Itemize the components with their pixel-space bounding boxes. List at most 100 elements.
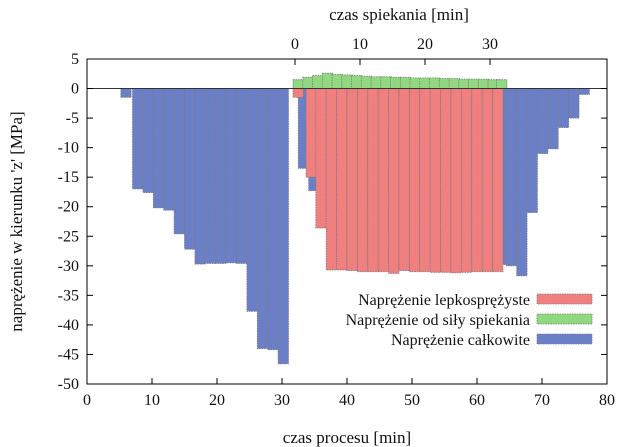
bar-spiek (331, 73, 343, 89)
y-tick-label: 0 (71, 81, 79, 98)
bar-lepko (471, 88, 483, 273)
x2-tick-label: 20 (417, 36, 433, 53)
bar-spiek (351, 75, 363, 89)
x2-axis-label: czas spiekania [min] (329, 5, 469, 24)
bar-spiek (341, 74, 353, 89)
y-tick-label: -25 (58, 228, 79, 245)
bar-lepko (481, 88, 494, 273)
bar-calk (173, 88, 185, 235)
bar-lepko (346, 88, 358, 271)
legend-label-calk: Naprężenie całkowite (391, 332, 530, 349)
bar-lepko (429, 88, 442, 273)
bar-spiek (477, 78, 490, 89)
bar-spiek (419, 77, 431, 89)
bar-lepko (315, 88, 327, 229)
legend-swatch-calk (536, 333, 593, 345)
y-tick-label: -35 (58, 287, 79, 304)
bar-spiek (468, 78, 480, 89)
axes-layer: 50-5-10-15-20-25-30-35-40-45-500 10 20 30 40… (58, 36, 615, 409)
bar-lepko (460, 88, 473, 273)
bar-calk (120, 88, 132, 98)
x-tick-label: 40 (339, 392, 355, 409)
legend-swatch-spiek (536, 313, 593, 325)
bar-lepko (377, 88, 390, 273)
bar-calk (194, 88, 206, 265)
bar-lepko (398, 88, 410, 271)
bar-calk (537, 88, 549, 154)
legend-swatch-lepko (536, 293, 593, 305)
bar-spiek (390, 76, 402, 89)
legend-label-lepko: Naprężenie lepkosprężyste (358, 292, 530, 309)
bar-calk (256, 88, 269, 349)
bar-calk (204, 88, 217, 264)
x-tick-label: 0 (83, 392, 91, 409)
bar-spiek (458, 78, 470, 89)
x-tick-label: 60 (469, 392, 485, 409)
y-tick-label: -45 (58, 346, 79, 363)
y-tick-label: -15 (58, 169, 79, 186)
x-tick-label: 80 (599, 392, 615, 409)
x-tick-label: 10 (144, 392, 160, 409)
bar-calk (246, 88, 258, 312)
bar-lepko (450, 88, 462, 274)
bar-spiek (496, 79, 508, 89)
bar-spiek (380, 76, 392, 89)
x2-tick-label: 10 (352, 36, 368, 53)
x-tick-label: 30 (274, 392, 290, 409)
bar-lepko (492, 88, 504, 273)
bar-lepko (336, 88, 348, 271)
bar-spiek (321, 72, 334, 89)
y-tick-label: -50 (58, 376, 79, 393)
bar-lepko (305, 88, 317, 178)
bar-spiek (429, 77, 441, 89)
x-axis-label: czas procesu [min] (283, 428, 411, 447)
y-tick-label: 5 (71, 51, 79, 68)
y-tick-label: -40 (58, 317, 79, 334)
x-tick-label: 70 (534, 392, 550, 409)
bar-spiek (302, 76, 314, 89)
bar-calk (547, 88, 559, 150)
legend-label-spiek: Naprężenie od siły spiekania (346, 312, 530, 329)
bar-spiek (487, 79, 499, 89)
bar-lepko (408, 88, 421, 273)
bar-calk (267, 88, 279, 351)
x-tick-label: 50 (404, 392, 420, 409)
x-tick-label: 20 (209, 392, 225, 409)
y-tick-label: -20 (58, 199, 79, 216)
bar-calk (578, 88, 590, 95)
bar-spiek (312, 75, 324, 89)
bar-calk (516, 88, 528, 277)
bar-calk (236, 88, 248, 264)
y-axis-label: naprężenie w kierunku 'z' [MPa] (7, 111, 26, 331)
bar-calk (505, 88, 518, 267)
bar-calk (557, 88, 570, 128)
x2-tick-label: 30 (482, 36, 498, 53)
y-tick-label: -30 (58, 258, 79, 275)
bar-lepko (388, 88, 400, 274)
bar-calk (152, 88, 165, 209)
y-tick-label: -10 (58, 140, 79, 157)
bar-spiek (399, 76, 412, 89)
bar-calk (526, 88, 538, 214)
bar-lepko (325, 88, 338, 271)
legend: Naprężenie lepkosprężyste Naprężenie od s… (346, 292, 593, 349)
bar-spiek (370, 76, 382, 89)
bar-spiek (448, 78, 460, 89)
bar-calk (568, 88, 580, 119)
bar-calk (142, 88, 154, 193)
bar-lepko (440, 88, 452, 273)
bar-calk (225, 88, 237, 264)
bar-calk (277, 88, 289, 365)
bar-spiek (292, 79, 304, 89)
bar-calk (163, 88, 175, 211)
bar-spiek (409, 77, 421, 89)
bar-calk (215, 88, 227, 264)
bar-lepko (292, 88, 304, 98)
x2-tick-label: 0 (291, 36, 299, 53)
bar-calk (132, 88, 144, 190)
bar-lepko (356, 88, 369, 273)
bar-spiek (360, 75, 373, 89)
y-tick-label: -5 (66, 110, 79, 127)
bar-calk (184, 88, 196, 250)
